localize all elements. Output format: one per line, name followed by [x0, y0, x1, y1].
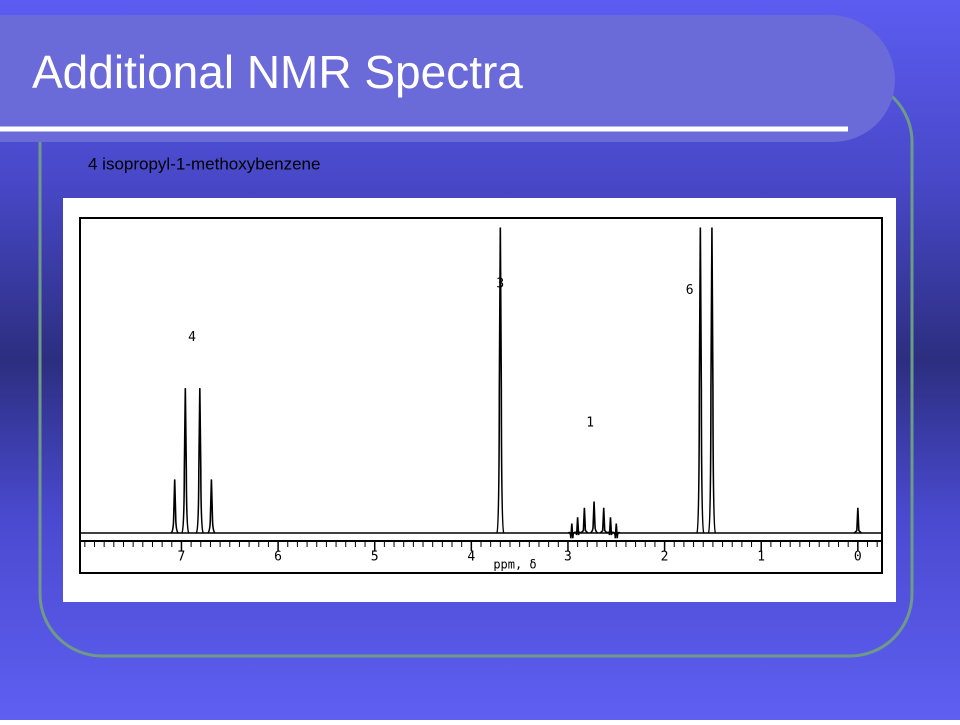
peak: [573, 517, 582, 536]
plot-frame: [79, 217, 883, 574]
x-tick-label: 1: [757, 550, 765, 565]
peak: [589, 501, 599, 534]
spectrum-panel: [63, 198, 896, 602]
integration-label: 4: [188, 330, 196, 345]
peak: [696, 227, 705, 534]
x-tick-label: 0: [854, 550, 862, 565]
peak: [580, 507, 589, 534]
x-tick-label: 3: [564, 550, 572, 565]
integration-label: 3: [496, 277, 504, 292]
peak: [496, 227, 505, 534]
integration-label: 1: [586, 415, 594, 430]
subtitle: 4 isopropyl-1-methoxybenzene: [88, 154, 320, 173]
x-tick-label: 2: [661, 550, 669, 565]
title: Additional NMR Spectra: [32, 46, 523, 98]
title-banner: [0, 15, 895, 142]
x-tick-label: 5: [371, 550, 379, 565]
peak: [853, 507, 862, 534]
peak: [207, 479, 216, 534]
peak: [707, 227, 717, 534]
x-tick-label: 6: [274, 550, 282, 565]
peak: [612, 523, 621, 539]
integration-label: 6: [686, 283, 694, 298]
x-tick-label: 7: [178, 550, 186, 565]
peak: [599, 507, 608, 534]
peak: [181, 388, 190, 534]
peak: [170, 479, 179, 534]
x-tick-label: 4: [467, 550, 475, 565]
peak: [195, 388, 205, 534]
x-axis-label: ppm, δ: [493, 558, 536, 572]
